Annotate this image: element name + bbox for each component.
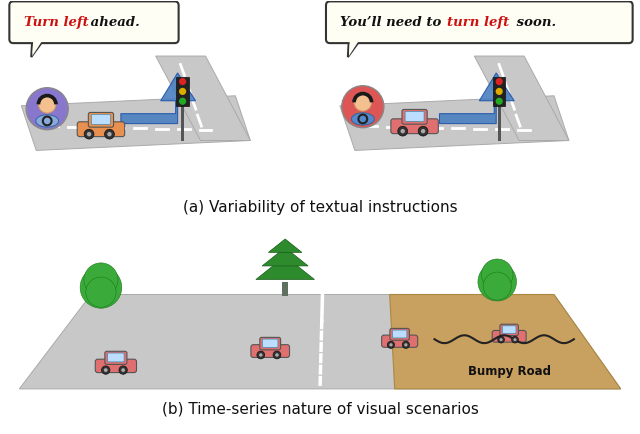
FancyBboxPatch shape	[260, 337, 280, 350]
FancyBboxPatch shape	[77, 122, 125, 137]
Text: You’ll need to: You’ll need to	[340, 16, 446, 29]
Circle shape	[342, 86, 384, 128]
Circle shape	[108, 132, 111, 136]
FancyBboxPatch shape	[105, 351, 127, 365]
FancyBboxPatch shape	[402, 109, 427, 124]
Circle shape	[259, 353, 262, 357]
Circle shape	[354, 94, 372, 111]
Circle shape	[273, 351, 281, 359]
FancyBboxPatch shape	[262, 339, 278, 348]
Circle shape	[513, 338, 516, 341]
FancyBboxPatch shape	[502, 326, 516, 333]
Polygon shape	[256, 256, 314, 279]
Polygon shape	[348, 39, 361, 57]
FancyBboxPatch shape	[326, 1, 632, 43]
Circle shape	[418, 126, 428, 136]
Bar	[495, 282, 500, 297]
Bar	[498, 106, 500, 141]
Circle shape	[121, 368, 125, 372]
Bar	[98, 287, 104, 304]
Bar	[282, 282, 288, 296]
Circle shape	[478, 263, 516, 301]
Ellipse shape	[36, 115, 59, 127]
Circle shape	[404, 343, 408, 346]
Circle shape	[84, 129, 94, 139]
Bar	[181, 106, 184, 141]
Circle shape	[403, 341, 410, 349]
Circle shape	[80, 266, 122, 308]
Circle shape	[495, 98, 503, 105]
Circle shape	[179, 98, 186, 105]
Circle shape	[421, 129, 426, 133]
Circle shape	[500, 338, 502, 341]
Polygon shape	[121, 73, 196, 124]
Polygon shape	[19, 295, 621, 389]
FancyBboxPatch shape	[392, 330, 407, 338]
Circle shape	[387, 341, 394, 349]
Circle shape	[119, 366, 127, 374]
FancyBboxPatch shape	[251, 345, 289, 358]
Circle shape	[38, 95, 56, 113]
Polygon shape	[21, 96, 250, 151]
Polygon shape	[156, 56, 250, 141]
Polygon shape	[349, 39, 360, 56]
Text: turn left: turn left	[447, 16, 509, 29]
Text: soon.: soon.	[512, 16, 556, 29]
Polygon shape	[440, 73, 514, 124]
Text: ahead.: ahead.	[86, 16, 140, 29]
Circle shape	[495, 88, 503, 95]
FancyBboxPatch shape	[381, 335, 418, 347]
Polygon shape	[32, 39, 44, 56]
FancyBboxPatch shape	[108, 353, 124, 362]
Circle shape	[104, 368, 108, 372]
FancyBboxPatch shape	[390, 329, 410, 340]
FancyBboxPatch shape	[10, 1, 179, 43]
FancyBboxPatch shape	[92, 114, 111, 125]
FancyBboxPatch shape	[492, 330, 526, 342]
Circle shape	[102, 366, 110, 374]
Text: Turn left: Turn left	[24, 16, 89, 29]
FancyBboxPatch shape	[405, 112, 424, 122]
Polygon shape	[268, 239, 302, 253]
Circle shape	[84, 263, 118, 297]
Circle shape	[26, 88, 68, 130]
Ellipse shape	[351, 113, 374, 125]
Circle shape	[179, 78, 186, 85]
Circle shape	[86, 277, 116, 307]
Circle shape	[275, 353, 278, 357]
Text: (b) Time-series nature of visual scenarios: (b) Time-series nature of visual scenari…	[161, 401, 479, 416]
Polygon shape	[262, 247, 308, 266]
Circle shape	[401, 129, 405, 133]
FancyBboxPatch shape	[88, 112, 113, 127]
Circle shape	[483, 272, 511, 300]
Circle shape	[481, 259, 513, 290]
Polygon shape	[340, 96, 569, 151]
Text: Bumpy Road: Bumpy Road	[468, 365, 550, 378]
Circle shape	[389, 343, 392, 346]
Circle shape	[87, 132, 92, 136]
Circle shape	[498, 336, 504, 343]
Circle shape	[495, 78, 503, 85]
Circle shape	[511, 336, 518, 343]
Circle shape	[398, 126, 408, 136]
FancyBboxPatch shape	[391, 119, 438, 134]
Bar	[493, 77, 506, 106]
Bar	[177, 77, 189, 106]
Polygon shape	[31, 39, 44, 57]
Polygon shape	[390, 295, 621, 389]
Circle shape	[104, 129, 115, 139]
Text: (a) Variability of textual instructions: (a) Variability of textual instructions	[182, 200, 458, 214]
Polygon shape	[474, 56, 569, 141]
Circle shape	[257, 351, 265, 359]
Circle shape	[179, 88, 186, 95]
FancyBboxPatch shape	[500, 324, 518, 335]
FancyBboxPatch shape	[95, 359, 136, 372]
